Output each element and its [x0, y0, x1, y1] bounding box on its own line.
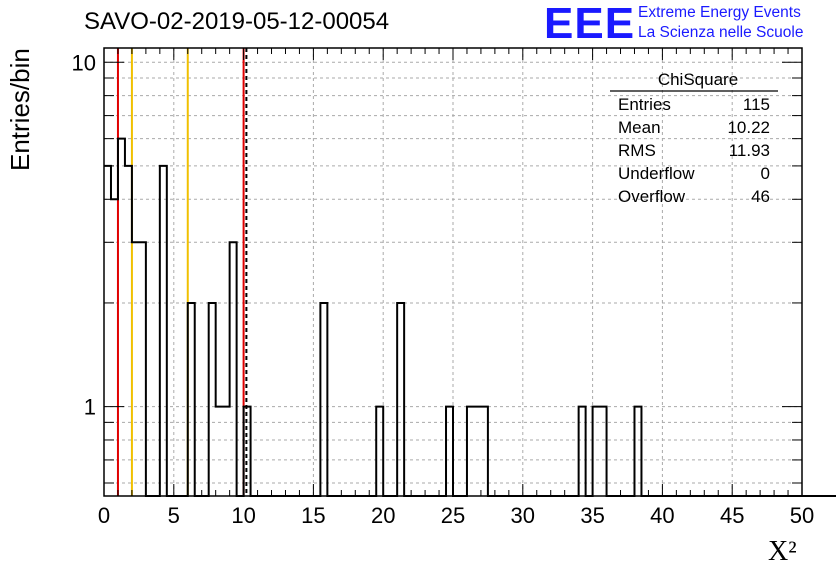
stats-value: 0 — [761, 164, 770, 183]
x-tick-label: 5 — [168, 503, 180, 528]
axis-ticks — [103, 48, 803, 496]
y-tick-label: 10 — [72, 50, 96, 75]
tick-labels: 0 5 10 15 20 25 30 35 40 45 50 1 10 — [72, 50, 815, 528]
logo-line-2: La Scienza nelle Scuole — [638, 24, 804, 41]
eee-logo: EEE — [544, 0, 636, 48]
histogram-outline — [104, 137, 836, 497]
x-tick-label: 30 — [511, 503, 535, 528]
x-tick-label: 40 — [650, 503, 674, 528]
x-tick-label: 45 — [720, 503, 744, 528]
logo-line-1: Extreme Energy Events — [638, 4, 801, 21]
stats-label: Overflow — [618, 187, 686, 206]
stats-label: Entries — [618, 95, 671, 114]
stats-label: RMS — [618, 141, 656, 160]
x-tick-label: 25 — [441, 503, 465, 528]
stats-label: Underflow — [618, 164, 695, 183]
x-tick-label: 10 — [231, 503, 255, 528]
x-tick-label: 35 — [580, 503, 604, 528]
stats-value: 11.93 — [729, 141, 770, 160]
stats-value: 46 — [751, 187, 770, 206]
stats-box: ChiSquare Entries 115 Mean 10.22 RMS 11.93 Unde… — [610, 70, 778, 206]
x-tick-label: 20 — [371, 503, 395, 528]
stats-value: 10.22 — [727, 118, 770, 137]
x-tick-label: 50 — [790, 503, 814, 528]
chart-title: SAVO-02-2019-05-12-00054 — [84, 8, 390, 35]
stats-label: Mean — [618, 118, 661, 137]
stats-value: 115 — [743, 95, 770, 114]
y-tick-label: 1 — [84, 395, 96, 420]
x-axis-label: X² — [768, 536, 797, 567]
x-tick-label: 15 — [301, 503, 325, 528]
x-tick-label: 0 — [98, 503, 110, 528]
stats-name: ChiSquare — [658, 70, 738, 89]
